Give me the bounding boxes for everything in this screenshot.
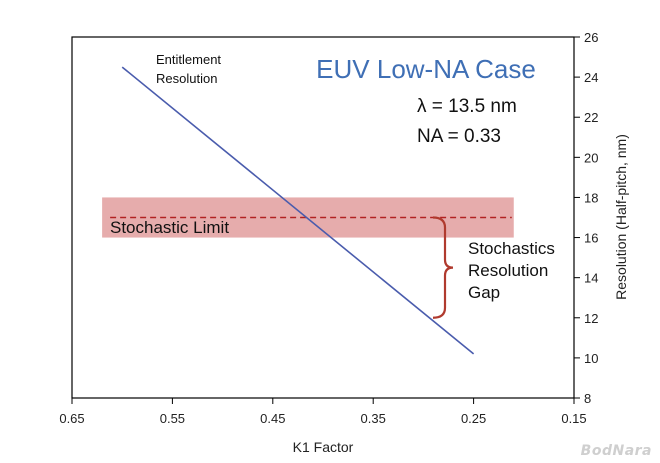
x-tick-layer: 0.65 0.55 0.45 0.35 0.25 0.15 [59,398,587,426]
y-tick-label: 26 [584,30,598,45]
x-tick-label: 0.55 [160,411,185,426]
series-line-entitlement-resolution [121,66,475,355]
plot-area-border [71,36,575,399]
y-tick-label: 22 [584,110,598,125]
wavelength-label: λ = 13.5 nm [417,96,517,117]
series-layer [121,66,475,355]
y-tick-label: 24 [584,70,598,85]
x-tick-label: 0.15 [561,411,586,426]
y-axis-title: Resolution (Half-pitch, nm) [613,134,629,300]
watermark-logo: BodNara [580,443,652,459]
gap-label-line1: Stochastics [468,239,555,258]
y-tick-label: 12 [584,311,598,326]
y-tick-layer: 8 10 12 14 16 18 20 22 24 26 [574,30,598,406]
gap-label-line3: Gap [468,283,500,302]
stochastic-band-layer [102,197,514,238]
y-tick-label: 18 [584,190,598,205]
entitlement-label-line1: Entitlement [156,52,221,67]
y-tick-label: 16 [584,231,598,246]
y-tick-label: 14 [584,271,598,286]
y-tick-label: 20 [584,150,598,165]
x-axis-title: K1 Factor [293,439,354,455]
stochastic-limit-label: Stochastic Limit [110,218,229,237]
x-tick-label: 0.65 [59,411,84,426]
x-tick-label: 0.35 [361,411,386,426]
gap-brace [432,216,454,319]
y-tick-label: 8 [584,391,591,406]
na-label: NA = 0.33 [417,126,501,147]
entitlement-label-line2: Resolution [156,71,217,86]
chart-title: EUV Low-NA Case [316,54,536,84]
x-tick-label: 0.45 [260,411,285,426]
gap-label-line2: Resolution [468,261,548,280]
y-tick-label: 10 [584,351,598,366]
x-tick-label: 0.25 [461,411,486,426]
